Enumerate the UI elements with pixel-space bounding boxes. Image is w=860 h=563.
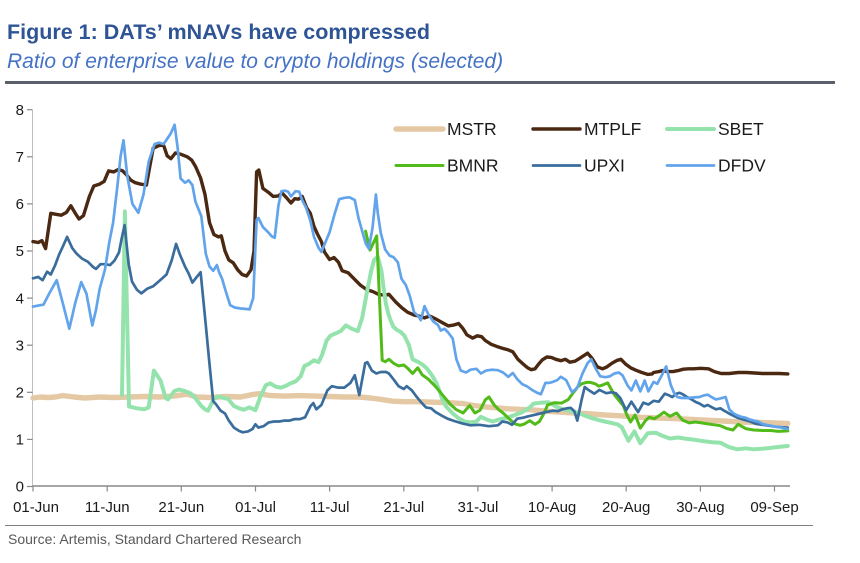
svg-text:8: 8 (16, 102, 24, 119)
svg-text:30-Aug: 30-Aug (676, 499, 724, 516)
svg-text:11-Jul: 11-Jul (310, 499, 350, 516)
svg-text:1: 1 (16, 432, 24, 449)
svg-text:5: 5 (16, 243, 24, 260)
svg-text:BMNR: BMNR (447, 156, 499, 176)
svg-text:01-Jun: 01-Jun (13, 499, 59, 516)
svg-text:0: 0 (16, 479, 24, 496)
svg-text:SBET: SBET (718, 119, 764, 139)
svg-text:DFDV: DFDV (718, 156, 766, 176)
svg-text:3: 3 (16, 337, 24, 354)
svg-text:11-Jun: 11-Jun (85, 499, 130, 516)
svg-text:2: 2 (16, 385, 24, 402)
svg-text:21-Jun: 21-Jun (158, 499, 204, 516)
svg-text:10-Aug: 10-Aug (528, 499, 576, 516)
svg-text:MSTR: MSTR (447, 119, 497, 139)
svg-text:UPXI: UPXI (584, 156, 625, 176)
svg-text:4: 4 (16, 290, 24, 307)
svg-text:01-Jul: 01-Jul (235, 499, 276, 516)
svg-text:6: 6 (16, 196, 24, 213)
svg-text:21-Jul: 21-Jul (383, 499, 424, 516)
svg-text:7: 7 (16, 149, 24, 166)
svg-text:20-Aug: 20-Aug (602, 499, 650, 516)
svg-text:09-Sep: 09-Sep (750, 499, 798, 516)
svg-text:31-Jul: 31-Jul (457, 499, 498, 516)
svg-text:MTPLF: MTPLF (584, 119, 641, 139)
